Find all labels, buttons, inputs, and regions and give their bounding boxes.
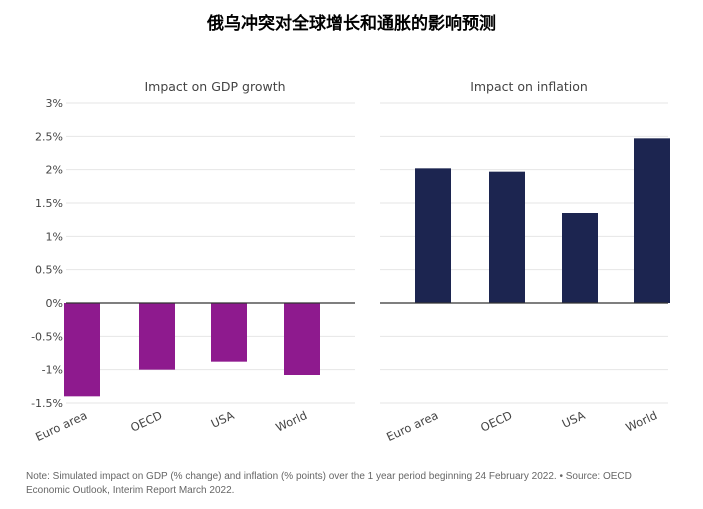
y-tick-label: 1.5% (35, 197, 63, 210)
gdp-panel-title: Impact on GDP growth (144, 79, 285, 94)
inflation-bar-world (634, 138, 670, 303)
inflation-panel-title: Impact on inflation (470, 79, 588, 94)
gdp-bar-oecd (139, 303, 175, 370)
gdp-bar-euro-area (64, 303, 100, 397)
category-label: USA (209, 408, 237, 431)
y-tick-label: 0.5% (35, 264, 63, 277)
y-tick-label: -1.5% (31, 397, 63, 410)
gdp-bar-world (284, 303, 320, 375)
y-tick-label: 2.5% (35, 130, 63, 143)
y-tick-label: 0% (46, 297, 63, 310)
inflation-bar-euro-area (415, 168, 451, 303)
category-label: OECD (128, 408, 164, 435)
category-label: World (623, 408, 659, 435)
category-label: OECD (478, 408, 514, 435)
y-tick-label: -0.5% (31, 330, 63, 343)
y-tick-label: 3% (46, 97, 63, 110)
y-tick-label: -1% (42, 364, 63, 377)
y-tick-label: 1% (46, 230, 63, 243)
chart-title: 俄乌冲突对全球增长和通胀的影响预测 (207, 14, 496, 34)
y-tick-label: 2% (46, 164, 63, 177)
y-axis-ticks: 3% 2.5% 2% 1.5% 1% 0.5% 0% -0.5% -1% -1.5% (31, 97, 63, 410)
source-note: Note: Simulated impact on GDP (% change)… (26, 471, 632, 496)
gdp-bars (64, 303, 320, 397)
inflation-bar-usa (562, 213, 598, 303)
category-label: USA (560, 408, 588, 431)
inflation-bar-oecd (489, 171, 525, 303)
category-label: Euro area (33, 408, 89, 444)
category-label: World (273, 408, 309, 435)
inflation-bars (415, 138, 670, 303)
category-label: Euro area (384, 408, 440, 444)
category-labels: Euro area OECD USA World Euro area OECD USA Wor… (33, 408, 659, 444)
gdp-bar-usa (211, 303, 247, 362)
